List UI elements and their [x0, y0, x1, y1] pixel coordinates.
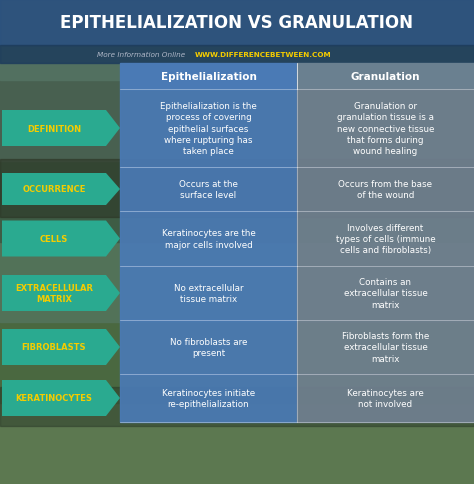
- Bar: [120, 64, 297, 90]
- Text: Occurs at the
surface level: Occurs at the surface level: [179, 180, 238, 200]
- Bar: [0, 160, 474, 218]
- Bar: [297, 167, 474, 212]
- Bar: [120, 320, 297, 374]
- Text: Involves different
types of cells (immune
cells and fibroblasts): Involves different types of cells (immun…: [336, 223, 435, 255]
- Bar: [0, 81, 474, 161]
- Bar: [120, 267, 297, 320]
- Bar: [0, 46, 474, 64]
- Text: Granulation: Granulation: [351, 72, 420, 82]
- Text: More Information Online: More Information Online: [97, 52, 185, 58]
- Bar: [0, 0, 474, 46]
- Bar: [0, 323, 474, 403]
- Text: Keratinocytes are the
major cells involved: Keratinocytes are the major cells involv…: [162, 229, 255, 249]
- Text: Keratinocytes are
not involved: Keratinocytes are not involved: [347, 388, 424, 408]
- Bar: [120, 212, 297, 267]
- Text: EXTRACELLULAR
MATRIX: EXTRACELLULAR MATRIX: [15, 283, 93, 303]
- Polygon shape: [2, 111, 120, 147]
- Bar: [0, 0, 474, 81]
- Polygon shape: [2, 380, 120, 416]
- Bar: [297, 212, 474, 267]
- Text: OCCURRENCE: OCCURRENCE: [22, 185, 86, 194]
- Text: Occurs from the base
of the wound: Occurs from the base of the wound: [338, 180, 432, 200]
- Text: EPITHELIALIZATION VS GRANULATION: EPITHELIALIZATION VS GRANULATION: [61, 14, 413, 32]
- Polygon shape: [2, 221, 120, 257]
- Polygon shape: [2, 174, 120, 206]
- Text: Fibroblasts form the
extracellular tissue
matrix: Fibroblasts form the extracellular tissu…: [342, 332, 429, 363]
- Bar: [297, 64, 474, 90]
- Text: Contains an
extracellular tissue
matrix: Contains an extracellular tissue matrix: [344, 277, 428, 309]
- Text: DEFINITION: DEFINITION: [27, 124, 81, 133]
- Polygon shape: [2, 275, 120, 311]
- Text: Keratinocytes initiate
re-epithelialization: Keratinocytes initiate re-epithelializat…: [162, 388, 255, 408]
- Text: Granulation or
granulation tissue is a
new connective tissue
that forms during
w: Granulation or granulation tissue is a n…: [337, 101, 434, 156]
- Text: No fibroblasts are
present: No fibroblasts are present: [170, 337, 247, 358]
- Bar: [297, 374, 474, 422]
- Text: WWW.DIFFERENCEBETWEEN.COM: WWW.DIFFERENCEBETWEEN.COM: [195, 52, 332, 58]
- Bar: [120, 90, 297, 167]
- Bar: [297, 320, 474, 374]
- Bar: [120, 167, 297, 212]
- Bar: [120, 374, 297, 422]
- Text: FIBROBLASTS: FIBROBLASTS: [22, 343, 86, 352]
- Bar: [0, 161, 474, 242]
- Text: Epithelialization is the
process of covering
epithelial surfaces
where rupturing: Epithelialization is the process of cove…: [160, 101, 257, 156]
- Text: Epithelialization: Epithelialization: [161, 72, 256, 82]
- Bar: [297, 90, 474, 167]
- Text: No extracellular
tissue matrix: No extracellular tissue matrix: [173, 283, 243, 303]
- Bar: [0, 403, 474, 484]
- Bar: [0, 242, 474, 323]
- Bar: [297, 267, 474, 320]
- Text: KERATINOCYTES: KERATINOCYTES: [16, 393, 92, 403]
- Polygon shape: [2, 329, 120, 365]
- Text: CELLS: CELLS: [40, 235, 68, 243]
- Bar: [0, 387, 474, 426]
